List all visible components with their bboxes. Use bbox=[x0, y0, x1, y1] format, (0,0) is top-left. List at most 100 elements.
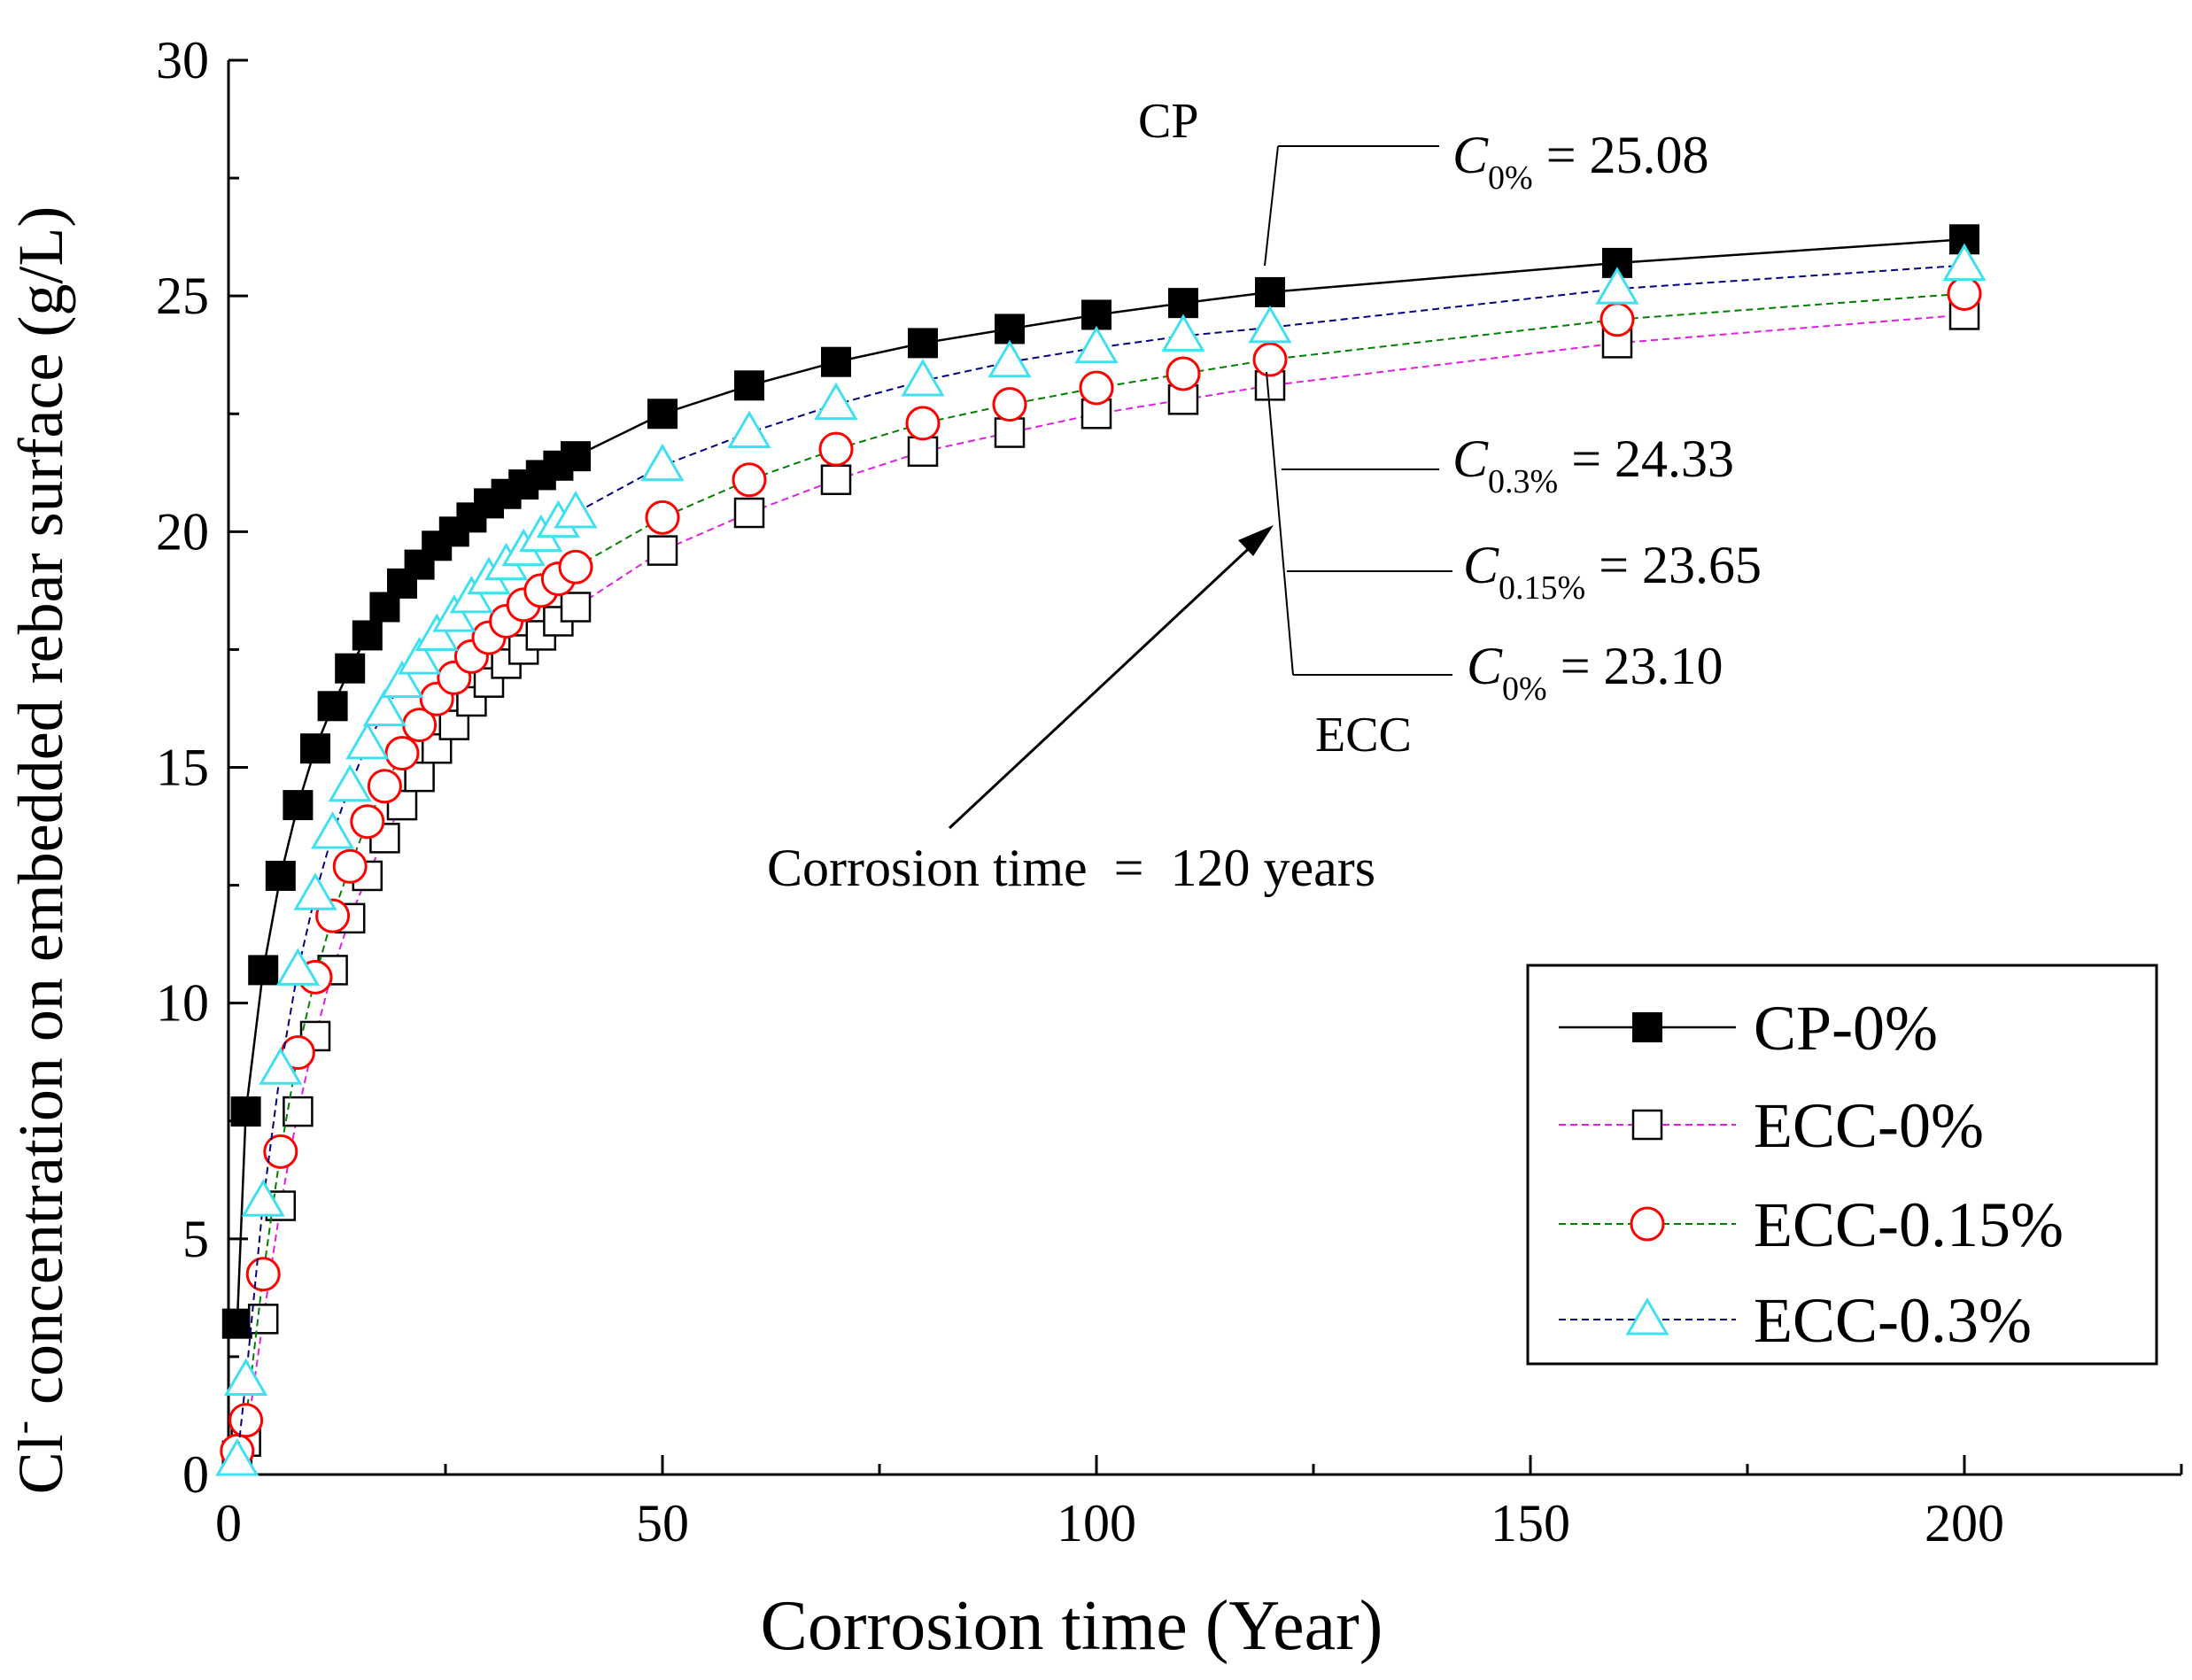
data-point bbox=[414, 613, 459, 651]
data-point bbox=[432, 594, 476, 632]
annotation-c-ecc-03: C0.3% = 24.33 bbox=[1452, 430, 1734, 500]
data-point bbox=[1079, 370, 1114, 406]
y-tick-label: 0 bbox=[182, 1445, 209, 1504]
data-point bbox=[275, 948, 321, 986]
data-point bbox=[283, 1095, 314, 1127]
data-point bbox=[241, 1179, 285, 1217]
data-point bbox=[1595, 267, 1639, 305]
data-point bbox=[1248, 305, 1292, 344]
annotation-c-cp-0: C0% = 25.08 bbox=[1452, 126, 1709, 197]
data-point bbox=[821, 346, 851, 377]
data-point bbox=[907, 436, 939, 468]
data-point bbox=[449, 575, 494, 614]
x-tick-label: 200 bbox=[1925, 1494, 2004, 1552]
data-point bbox=[332, 848, 368, 884]
data-point bbox=[283, 790, 314, 821]
data-point bbox=[647, 399, 678, 430]
data-point bbox=[560, 592, 592, 623]
data-point bbox=[380, 660, 424, 699]
data-point bbox=[645, 499, 680, 535]
series-ecc-0-15- bbox=[220, 276, 1982, 1468]
data-point bbox=[404, 549, 435, 580]
data-point bbox=[543, 606, 574, 637]
cp-label: CP bbox=[1138, 94, 1199, 149]
data-point bbox=[259, 1047, 303, 1085]
data-point bbox=[1942, 243, 1987, 282]
legend-marker bbox=[1630, 1206, 1665, 1242]
ecc-label: ECC bbox=[1315, 708, 1412, 763]
data-point bbox=[228, 1403, 264, 1438]
data-point bbox=[293, 872, 337, 910]
x-tick-label: 0 bbox=[215, 1494, 242, 1552]
data-point bbox=[384, 736, 420, 771]
data-point bbox=[732, 462, 767, 498]
ecc-value-leader bbox=[1266, 371, 1294, 676]
data-point bbox=[988, 339, 1032, 378]
corrosion-time-arrow-line bbox=[948, 538, 1259, 830]
data-point bbox=[362, 688, 407, 727]
x-ticks: 0 50 100 150 200 bbox=[215, 1455, 2183, 1552]
series-ecc-0- bbox=[221, 299, 1980, 1471]
annotation-c-ecc-015: C0.15% = 23.65 bbox=[1463, 536, 1762, 607]
data-point bbox=[335, 653, 366, 684]
data-point bbox=[901, 358, 945, 397]
data-point bbox=[248, 955, 279, 986]
legend-marker bbox=[1632, 1012, 1662, 1042]
data-point bbox=[367, 769, 402, 804]
x-axis-title: Corrosion time (Year) bbox=[761, 1587, 1383, 1665]
y-axis-title: Cl- concentration on embedded rebar surf… bbox=[0, 206, 76, 1495]
cp-value-leader bbox=[1264, 145, 1279, 267]
data-point bbox=[397, 637, 442, 675]
x-tick-label: 50 bbox=[636, 1494, 689, 1552]
data-point bbox=[905, 406, 941, 441]
annotation-c-ecc-0: C0% = 23.10 bbox=[1467, 637, 1723, 708]
legend-marker bbox=[1631, 1109, 1663, 1141]
x-tick-label: 150 bbox=[1491, 1494, 1570, 1552]
data-point bbox=[247, 1304, 279, 1335]
data-point bbox=[317, 691, 348, 722]
data-point bbox=[995, 314, 1025, 345]
y-tick-label: 25 bbox=[156, 267, 209, 325]
y-tick-label: 30 bbox=[156, 31, 209, 89]
data-point bbox=[1252, 342, 1288, 377]
data-point bbox=[558, 549, 593, 585]
annotations: CP ECC C0% = 25.08 C0.3% = 24.33 C0.15% … bbox=[767, 94, 1762, 897]
legend-marker bbox=[1625, 1297, 1669, 1335]
series-ecc-0-3- bbox=[215, 243, 1987, 1476]
data-point bbox=[820, 464, 852, 496]
data-point bbox=[310, 811, 355, 849]
legend-label: ECC-0.15% bbox=[1754, 1189, 2064, 1260]
data-point bbox=[263, 1134, 298, 1169]
data-point bbox=[1161, 314, 1205, 352]
data-point bbox=[1074, 325, 1119, 364]
data-point bbox=[1599, 302, 1635, 337]
data-point bbox=[647, 535, 678, 566]
data-point bbox=[734, 370, 764, 401]
legend-items: CP-0% ECC-0% ECC-0.15% ECC-0.3% bbox=[1559, 993, 2064, 1356]
legend: CP-0% ECC-0% ECC-0.15% ECC-0.3% bbox=[1526, 964, 2158, 1366]
data-point bbox=[215, 1438, 259, 1476]
data-point bbox=[345, 721, 390, 760]
data-point bbox=[1255, 276, 1285, 307]
data-point bbox=[352, 620, 383, 651]
data-point bbox=[328, 763, 372, 802]
data-point bbox=[992, 387, 1027, 422]
data-point bbox=[727, 410, 771, 449]
data-point bbox=[1166, 356, 1201, 391]
series-layer bbox=[215, 224, 1987, 1476]
data-point bbox=[245, 1257, 281, 1292]
y-ticks: 0 5 10 15 20 25 30 bbox=[156, 31, 248, 1504]
legend-label: ECC-0.3% bbox=[1754, 1285, 2032, 1356]
corrosion-time-arrowhead bbox=[1238, 525, 1274, 556]
data-point bbox=[1947, 276, 1982, 312]
series-cp-0- bbox=[221, 224, 1979, 1339]
legend-label: CP-0% bbox=[1754, 993, 1938, 1064]
data-point bbox=[814, 382, 858, 421]
data-point bbox=[300, 733, 330, 764]
data-point bbox=[265, 860, 296, 891]
y-tick-label: 15 bbox=[156, 739, 209, 797]
y-tick-label: 5 bbox=[182, 1210, 209, 1268]
data-point bbox=[908, 328, 938, 359]
corrosion-time-note: Corrosion time = 120 years bbox=[767, 839, 1375, 897]
data-point bbox=[1081, 299, 1111, 330]
